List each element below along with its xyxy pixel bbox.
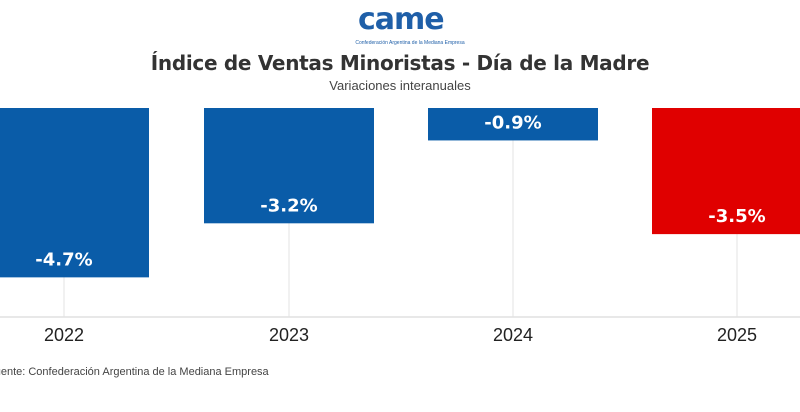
bar-2025 (652, 108, 800, 235)
came-logo-mark: came (358, 2, 445, 37)
data-label-2024: -0.9% (484, 112, 541, 133)
source-note: Fuente: Confederación Argentina de la Me… (0, 366, 269, 378)
x-tick-label-2023: 2023 (269, 325, 309, 345)
came-logo: came Confederación Argentina de la Media… (350, 2, 470, 48)
came-logo-tagline: Confederación Argentina de la Mediana Em… (355, 40, 465, 46)
data-label-2022: -4.7% (35, 249, 92, 270)
data-label-2025: -3.5% (708, 206, 765, 227)
chart-subtitle: Variaciones interanuales (329, 78, 471, 93)
bar-2024 (428, 108, 598, 141)
bar-2023 (204, 108, 374, 224)
data-label-2023: -3.2% (260, 195, 317, 216)
x-tick-label-2025: 2025 (717, 325, 757, 345)
x-tick-label-2022: 2022 (44, 325, 84, 345)
chart-title: Índice de Ventas Minoristas - Día de la … (150, 51, 650, 75)
x-tick-label-2024: 2024 (493, 325, 533, 345)
bar-2022 (0, 108, 149, 278)
